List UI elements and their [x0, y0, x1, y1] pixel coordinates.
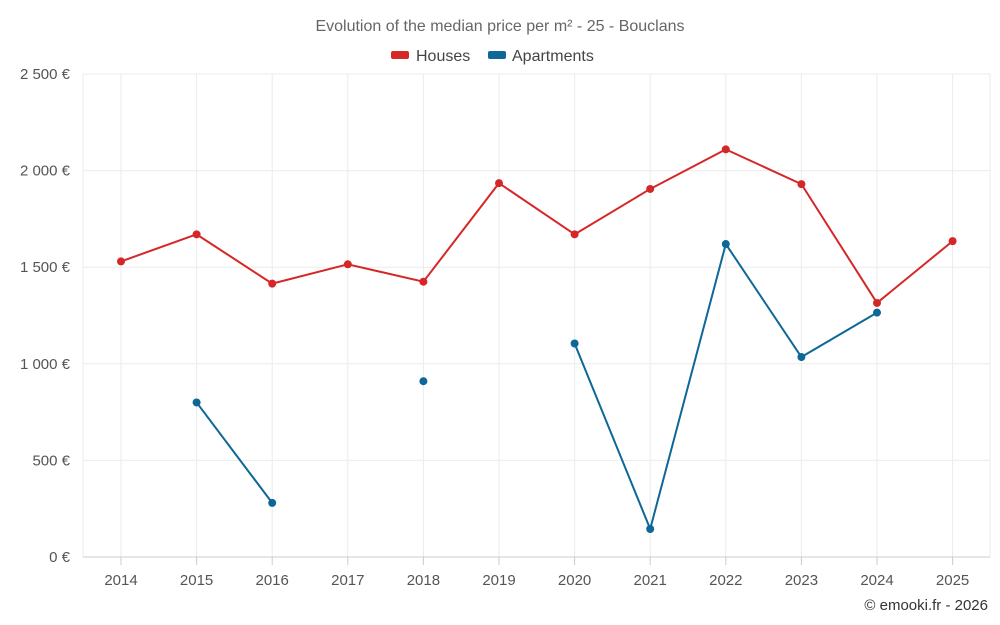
y-tick-label: 1 000 €	[20, 356, 71, 373]
legend-label-houses[interactable]: Houses	[416, 48, 470, 65]
x-tick-label: 2022	[709, 572, 742, 589]
series-points	[117, 145, 957, 533]
data-point-houses[interactable]	[343, 260, 352, 269]
series-line-apartments	[195, 401, 273, 504]
data-point-houses[interactable]	[797, 180, 806, 189]
data-point-houses[interactable]	[646, 184, 655, 193]
x-tick-label: 2023	[785, 572, 818, 589]
legend: Houses Apartments	[391, 48, 594, 65]
data-point-apartments[interactable]	[419, 377, 428, 386]
data-point-houses[interactable]	[419, 277, 428, 286]
x-axis-labels: 2014 2015 2016 2017 2018 2019 2020 2021 2022 2023…	[104, 572, 969, 589]
data-point-houses[interactable]	[268, 279, 277, 288]
series-lines	[120, 148, 954, 530]
data-point-apartments[interactable]	[570, 339, 579, 348]
series-line-houses	[120, 148, 954, 304]
legend-swatch-houses	[391, 51, 409, 59]
legend-swatch-apartments	[488, 51, 506, 59]
x-tick-label: 2020	[558, 572, 591, 589]
legend-label-apartments[interactable]: Apartments	[512, 48, 594, 65]
x-tick-label: 2016	[256, 572, 289, 589]
data-point-houses[interactable]	[117, 257, 125, 266]
y-gridlines	[83, 73, 990, 461]
x-tick-label: 2024	[860, 572, 893, 589]
y-axis-labels: 0 € 500 € 1 000 € 1 500 € 2 000 € 2 500 €	[20, 66, 71, 566]
y-tick-label: 0 €	[49, 549, 71, 566]
data-point-apartments[interactable]	[192, 398, 201, 407]
data-point-apartments[interactable]	[268, 498, 277, 507]
data-point-apartments[interactable]	[721, 240, 730, 249]
y-tick-label: 2 500 €	[20, 66, 71, 83]
y-tick-label: 500 €	[32, 452, 70, 469]
x-tick-label: 2017	[331, 572, 364, 589]
x-tick-label: 2019	[482, 572, 515, 589]
data-point-houses[interactable]	[721, 145, 730, 154]
data-point-houses[interactable]	[570, 230, 579, 239]
x-gridlines	[82, 74, 991, 565]
data-point-apartments[interactable]	[797, 353, 806, 362]
x-tick-label: 2018	[407, 572, 440, 589]
chart-title: Evolution of the median price per m² - 2…	[315, 18, 684, 35]
y-tick-label: 2 000 €	[20, 163, 71, 180]
x-tick-label: 2021	[634, 572, 667, 589]
data-point-apartments[interactable]	[646, 524, 655, 533]
data-point-apartments[interactable]	[873, 308, 881, 317]
data-point-houses[interactable]	[192, 230, 201, 239]
data-point-houses[interactable]	[873, 298, 881, 307]
y-tick-label: 1 500 €	[20, 259, 71, 276]
data-point-houses[interactable]	[948, 237, 957, 246]
x-tick-label: 2015	[180, 572, 213, 589]
x-tick-label: 2014	[104, 572, 137, 589]
data-point-houses[interactable]	[495, 179, 503, 188]
credit-text: © emooki.fr - 2026	[864, 597, 988, 614]
x-tick-label: 2025	[936, 572, 969, 589]
